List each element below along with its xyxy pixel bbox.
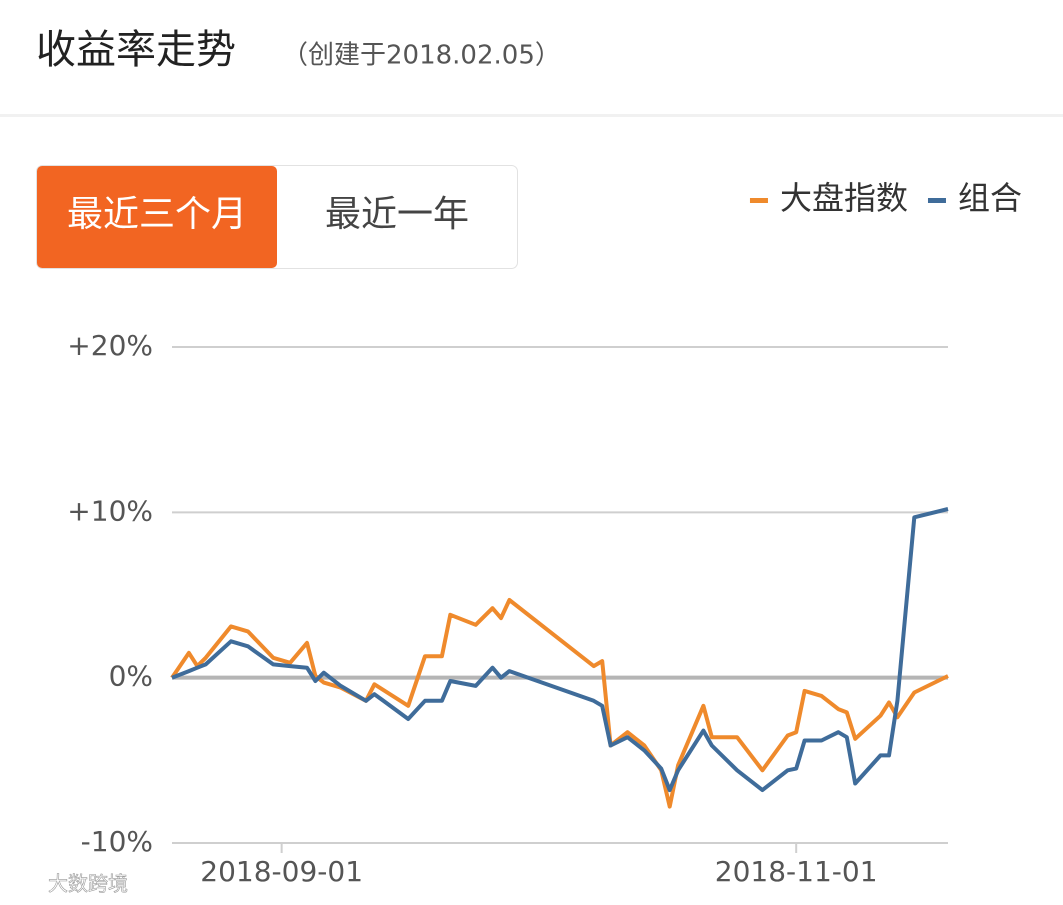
tab[interactable]: 最近一年 [325, 194, 469, 235]
page-title: 收益率走势 [36, 27, 236, 73]
tab-active-bg [37, 166, 277, 268]
legend-swatch [749, 198, 768, 203]
series-line [171, 507, 949, 793]
x-tick-label: 2018-09-01 [200, 855, 363, 888]
legend-label: 大盘指数 [780, 179, 908, 217]
legend-label: 组合 [958, 179, 1022, 217]
page-subtitle: （创建于2018.02.05） [282, 41, 561, 71]
divider [0, 114, 1063, 117]
legend-swatch [927, 198, 946, 203]
y-tick-label: +20% [67, 329, 153, 362]
watermark: 大数跨境 [48, 872, 128, 896]
tab[interactable]: 最近三个月 [67, 194, 247, 235]
y-tick-label: -10% [81, 825, 153, 858]
series-line [170, 598, 949, 809]
y-tick-label: 0% [109, 660, 153, 693]
x-tick-label: 2018-11-01 [715, 855, 878, 888]
y-tick-label: +10% [67, 494, 153, 527]
